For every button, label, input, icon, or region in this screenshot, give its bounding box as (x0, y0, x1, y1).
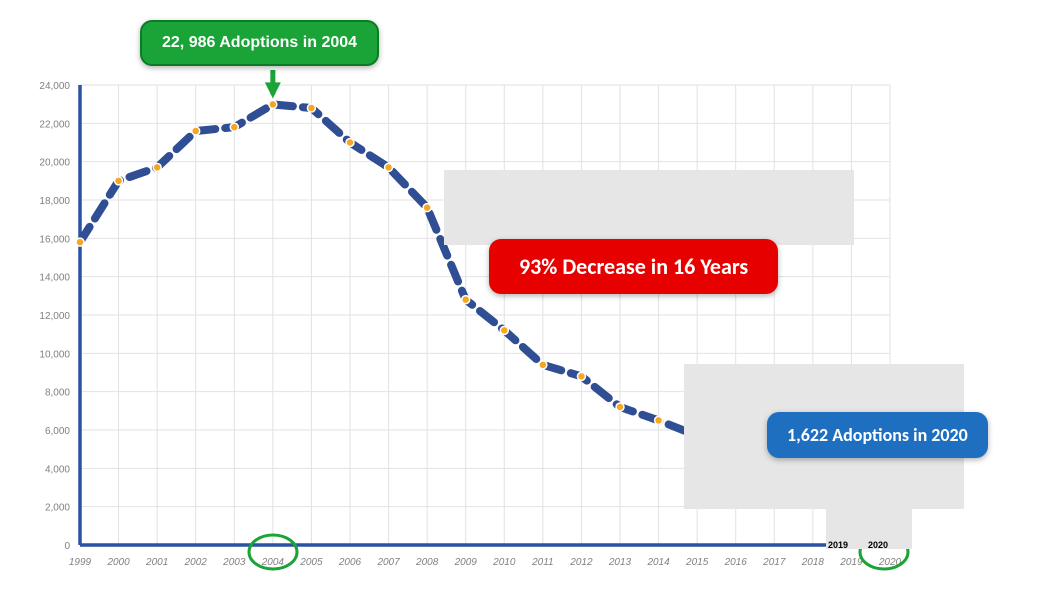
svg-text:22,000: 22,000 (39, 119, 70, 130)
callout-decrease: 93% Decrease in 16 Years (489, 239, 778, 294)
svg-text:2015: 2015 (685, 557, 709, 568)
svg-text:2,000: 2,000 (45, 503, 70, 514)
svg-text:18,000: 18,000 (39, 196, 70, 207)
svg-text:2012: 2012 (569, 557, 593, 568)
svg-text:2017: 2017 (762, 557, 786, 568)
xaxis-label-2020-overlay: 2020 (868, 540, 888, 550)
grey-block-top (444, 170, 854, 245)
svg-text:6,000: 6,000 (45, 426, 70, 437)
callout-peak-text: 22, 986 Adoptions in 2004 (162, 34, 357, 51)
svg-text:2001: 2001 (145, 557, 168, 568)
callout-decrease-text: 93% Decrease in 16 Years (519, 253, 748, 280)
svg-text:24,000: 24,000 (39, 81, 70, 92)
svg-text:1999: 1999 (69, 557, 92, 568)
svg-text:10,000: 10,000 (39, 349, 70, 360)
callout-latest: 1,622 Adoptions in 2020 (767, 412, 988, 458)
svg-text:2010: 2010 (492, 557, 516, 568)
svg-text:2014: 2014 (646, 557, 670, 568)
svg-text:14,000: 14,000 (39, 273, 70, 284)
svg-text:16,000: 16,000 (39, 234, 70, 245)
callout-latest-text: 1,622 Adoptions in 2020 (787, 424, 968, 446)
svg-text:2000: 2000 (106, 557, 130, 568)
svg-text:8,000: 8,000 (45, 388, 70, 399)
svg-text:2002: 2002 (184, 557, 208, 568)
svg-text:2011: 2011 (531, 557, 554, 568)
svg-text:2013: 2013 (608, 557, 632, 568)
svg-text:20,000: 20,000 (39, 158, 70, 169)
xaxis-label-2019-overlay: 2019 (828, 540, 848, 550)
svg-text:2008: 2008 (415, 557, 439, 568)
svg-text:2018: 2018 (801, 557, 825, 568)
svg-text:4,000: 4,000 (45, 464, 70, 475)
callout-peak: 22, 986 Adoptions in 2004 (140, 20, 379, 66)
svg-text:2016: 2016 (724, 557, 748, 568)
svg-text:2003: 2003 (222, 557, 246, 568)
svg-text:2009: 2009 (454, 557, 478, 568)
svg-text:2005: 2005 (299, 557, 323, 568)
svg-text:2019: 2019 (839, 557, 863, 568)
svg-text:0: 0 (64, 541, 70, 552)
svg-text:2007: 2007 (376, 557, 400, 568)
svg-text:2006: 2006 (338, 557, 362, 568)
svg-text:12,000: 12,000 (39, 311, 70, 322)
